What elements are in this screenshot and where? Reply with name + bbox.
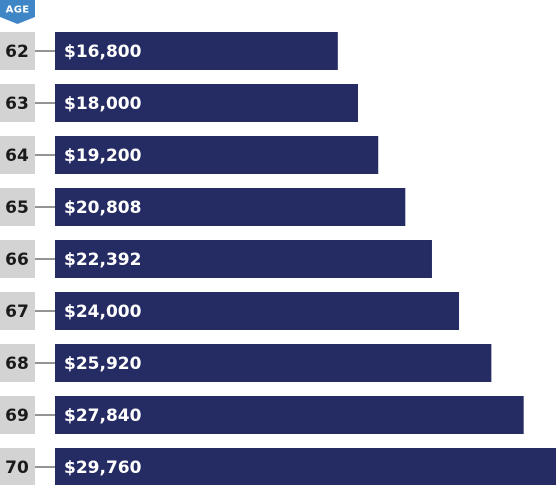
bar-row-age-68: 68 $25,920 — [0, 344, 492, 382]
chart-rows: 62 $16,800 63 $18,000 64 $19,200 65 $20,808 66 $2… — [0, 32, 556, 485]
age-label: 66 — [5, 250, 29, 270]
age-label: 70 — [5, 458, 29, 478]
value-label: $22,392 — [64, 250, 141, 270]
value-label: $18,000 — [64, 94, 142, 114]
age-box — [0, 84, 35, 122]
age-label: 67 — [5, 302, 29, 322]
age-box — [0, 448, 35, 485]
age-box — [0, 344, 35, 382]
bar-row-age-64: 64 $19,200 — [0, 136, 379, 174]
bar-row-age-66: 66 $22,392 — [0, 240, 432, 278]
bar-row-age-67: 67 $24,000 — [0, 292, 460, 330]
value-label: $29,760 — [64, 458, 142, 478]
age-header-shape — [0, 0, 35, 24]
age-label: 69 — [5, 406, 29, 426]
age-label: 65 — [5, 198, 29, 218]
value-label: $20,808 — [64, 198, 141, 218]
bar-row-age-70: 70 $29,760 — [0, 448, 556, 485]
age-header-badge: AGE — [0, 0, 35, 24]
bar — [55, 448, 556, 485]
bar — [55, 292, 460, 330]
age-header-label: AGE — [6, 5, 30, 16]
age-box — [0, 136, 35, 174]
value-label: $16,800 — [64, 42, 142, 62]
value-label: $24,000 — [64, 302, 142, 322]
bar-row-age-62: 62 $16,800 — [0, 32, 338, 70]
bar — [55, 32, 338, 70]
age-box — [0, 292, 35, 330]
bar — [55, 396, 524, 434]
value-label: $25,920 — [64, 354, 142, 374]
bar — [55, 344, 492, 382]
bar-row-age-69: 69 $27,840 — [0, 396, 524, 434]
age-label: 62 — [5, 42, 29, 62]
bar-row-age-63: 63 $18,000 — [0, 84, 359, 122]
age-box — [0, 240, 35, 278]
bar-row-age-65: 65 $20,808 — [0, 188, 406, 226]
value-label: $27,840 — [64, 406, 142, 426]
age-label: 68 — [5, 354, 29, 374]
value-label: $19,200 — [64, 146, 142, 166]
bar — [55, 136, 379, 174]
age-label: 63 — [5, 94, 29, 114]
bar — [55, 188, 406, 226]
age-box — [0, 188, 35, 226]
age-box — [0, 32, 35, 70]
bar — [55, 84, 359, 122]
age-label: 64 — [5, 146, 29, 166]
age-box — [0, 396, 35, 434]
bar — [55, 240, 432, 278]
